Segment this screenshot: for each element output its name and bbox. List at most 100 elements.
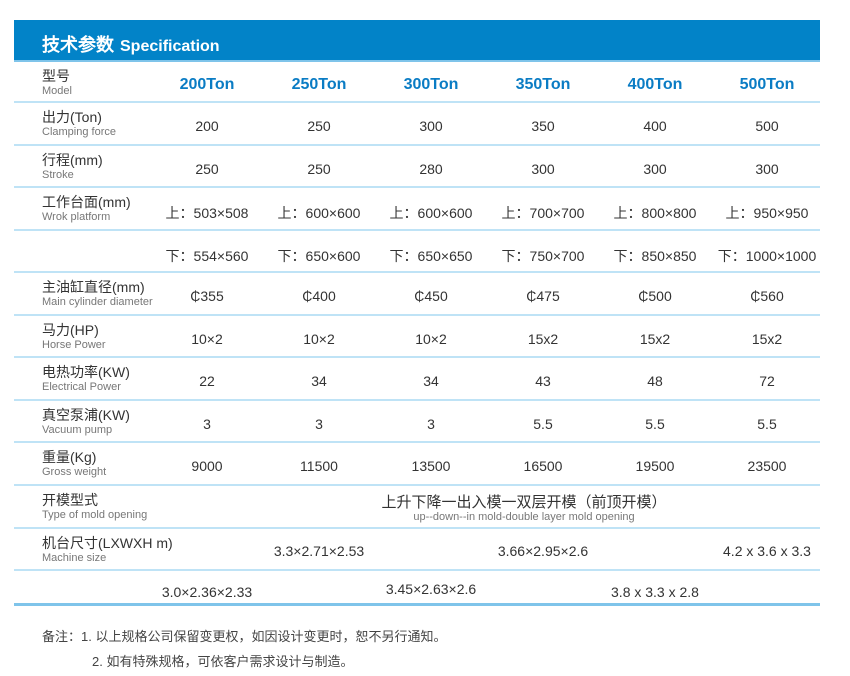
table-cell: 下：554×560 bbox=[165, 248, 249, 264]
label-zh: 工作台面(mm) bbox=[42, 194, 131, 210]
table-cell: 500 bbox=[755, 118, 779, 134]
label-zh: 型号 bbox=[42, 68, 70, 84]
label-en: Vacuum pump bbox=[42, 424, 113, 436]
row-label: 出力(Ton) Clamping force bbox=[42, 109, 116, 139]
table-cell: 上：950×950 bbox=[725, 205, 809, 221]
table-cell: 上：600×600 bbox=[389, 205, 473, 221]
table-cell: ₵450 bbox=[414, 288, 448, 304]
table-cell: 34 bbox=[423, 373, 439, 389]
table-row: 出力(Ton) Clamping force 200 250 300 350 400 500 bbox=[14, 103, 820, 146]
table-cell: 3 bbox=[315, 416, 323, 432]
row-label: 行程(mm) Stroke bbox=[42, 152, 103, 182]
table-cell: 19500 bbox=[635, 458, 675, 474]
table-cell: 48 bbox=[647, 373, 663, 389]
table-cell: 13500 bbox=[411, 458, 451, 474]
model-row: 型号 Model 200Ton 250Ton 300Ton 350Ton 400Ton 500… bbox=[14, 62, 820, 103]
row-label: 型号 Model bbox=[42, 68, 72, 98]
table-row: 真空泵浦(KW) Vacuum pump 3 3 3 5.5 5.5 5.5 bbox=[14, 401, 820, 443]
label-en: Model bbox=[42, 85, 72, 97]
row-label: 电热功率(KW) Electrical Power bbox=[42, 364, 130, 394]
table-cell: 3.0×2.36×2.33 bbox=[161, 584, 253, 600]
table-cell: 3.3×2.71×2.53 bbox=[273, 543, 365, 559]
table-cell: 15x2 bbox=[751, 331, 783, 347]
label-en: Type of mold opening bbox=[42, 509, 148, 521]
table-cell: 300 bbox=[755, 161, 779, 177]
label-zh: 机台尺寸(LXWXH m) bbox=[42, 535, 173, 551]
table-cell: 下：650×650 bbox=[389, 248, 473, 264]
row-label: 开模型式 Type of mold opening bbox=[42, 492, 147, 522]
label-en: Wrok platform bbox=[42, 211, 111, 223]
table-cell: 300 bbox=[643, 161, 667, 177]
table-cell: 5.5 bbox=[757, 416, 777, 432]
table-cell: 22 bbox=[199, 373, 215, 389]
table-cell: 34 bbox=[311, 373, 327, 389]
table-row: 重量(Kg) Gross weight 9000 11500 13500 16500 195… bbox=[14, 443, 820, 486]
table-cell: 10×2 bbox=[191, 331, 223, 347]
row-label: 机台尺寸(LXWXH m) Machine size bbox=[42, 535, 173, 565]
label-en: Gross weight bbox=[42, 466, 107, 478]
table-cell: 200 bbox=[195, 118, 219, 134]
mold-row: 开模型式 Type of mold opening 上升下降一出入模一双层开模（前顶… bbox=[14, 486, 820, 529]
label-zh: 马力(HP) bbox=[42, 322, 99, 338]
row-label: 工作台面(mm) Wrok platform bbox=[42, 194, 131, 224]
table-cell: 11500 bbox=[300, 458, 338, 474]
table-cell: 200Ton bbox=[179, 76, 235, 93]
table-cell: 300 bbox=[531, 161, 555, 177]
table-cell: 16500 bbox=[523, 458, 563, 474]
size-row-1: 机台尺寸(LXWXH m) Machine size 3.3×2.71×2.53 3.… bbox=[14, 529, 820, 571]
table-cell: 下：750×700 bbox=[501, 248, 585, 264]
table-row: 工作台面(mm) Wrok platform 上：503×508 上：600×600 上… bbox=[14, 188, 820, 231]
table-cell: 350 bbox=[531, 118, 555, 134]
table-cell: 10×2 bbox=[303, 331, 335, 347]
table-cell: ₵355 bbox=[190, 288, 224, 304]
table-cell: 下：1000×1000 bbox=[717, 248, 817, 264]
table-cell: 350Ton bbox=[515, 76, 571, 93]
table-cell: 15x2 bbox=[527, 331, 559, 347]
table-cell: 500Ton bbox=[739, 76, 795, 93]
table-cell: 3.66×2.95×2.6 bbox=[497, 543, 589, 559]
table-cell: 5.5 bbox=[533, 416, 553, 432]
table-cell: 300 bbox=[419, 118, 443, 134]
table-cell: 400 bbox=[643, 118, 667, 134]
table-cell: 3 bbox=[427, 416, 435, 432]
label-en: Electrical Power bbox=[42, 381, 121, 393]
note-1: 备注：1. 以上规格公司保留变更权，如因设计变更时，恕不另行通知。 bbox=[42, 629, 447, 644]
label-zh: 行程(mm) bbox=[42, 152, 103, 168]
row-label: 马力(HP) Horse Power bbox=[42, 322, 106, 352]
row-label: 主油缸直径(mm) Main cylinder diameter bbox=[42, 279, 153, 309]
row-label: 重量(Kg) Gross weight bbox=[42, 449, 106, 479]
page-title: 技术参数 Specification bbox=[42, 35, 220, 55]
table-cell: ₵400 bbox=[302, 288, 336, 304]
table-cell: 9000 bbox=[191, 458, 223, 474]
label-zh: 出力(Ton) bbox=[42, 109, 102, 125]
table-cell: 3.8 x 3.3 x 2.8 bbox=[611, 584, 699, 600]
table-row: 电热功率(KW) Electrical Power 22 34 34 43 48 72 bbox=[14, 358, 820, 401]
table-cell: 5.5 bbox=[645, 416, 665, 432]
table-cell: 4.2 x 3.6 x 3.3 bbox=[723, 543, 811, 559]
table-cell: ₵560 bbox=[750, 288, 784, 304]
label-en: Horse Power bbox=[42, 339, 106, 351]
mold-value: 上升下降一出入模一双层开模（前顶开模） up--down--in mold-dou… bbox=[381, 494, 667, 523]
table-cell: 上：800×800 bbox=[613, 205, 697, 221]
note-2: 2. 如有特殊规格，可依客户需求设计与制造。 bbox=[92, 654, 354, 669]
table-cell: 72 bbox=[759, 373, 775, 389]
label-en: Stroke bbox=[42, 169, 74, 181]
label-en: Machine size bbox=[42, 552, 107, 564]
table-cell: 280 bbox=[419, 161, 443, 177]
row-label: 真空泵浦(KW) Vacuum pump bbox=[42, 407, 130, 437]
table-row: 行程(mm) Stroke 250 250 280 300 300 300 bbox=[14, 146, 820, 188]
label-zh: 真空泵浦(KW) bbox=[42, 407, 130, 423]
size-row-2: 3.0×2.36×2.33 3.45×2.63×2.6 3.8 x 3.3 x 2.… bbox=[14, 571, 820, 606]
table-cell: 上：700×700 bbox=[501, 205, 585, 221]
label-en: Main cylinder diameter bbox=[42, 296, 153, 308]
table-cell: 10×2 bbox=[415, 331, 447, 347]
table-cell: ₵475 bbox=[526, 288, 560, 304]
table-cell: 23500 bbox=[747, 458, 787, 474]
table-cell: 3 bbox=[203, 416, 211, 432]
table-cell: 43 bbox=[535, 373, 551, 389]
label-en: Clamping force bbox=[42, 126, 116, 138]
table-cell: 300Ton bbox=[403, 76, 459, 93]
label-zh: 重量(Kg) bbox=[42, 449, 97, 465]
table-cell: 上：503×508 bbox=[165, 205, 249, 221]
table-cell: 250 bbox=[307, 118, 331, 134]
